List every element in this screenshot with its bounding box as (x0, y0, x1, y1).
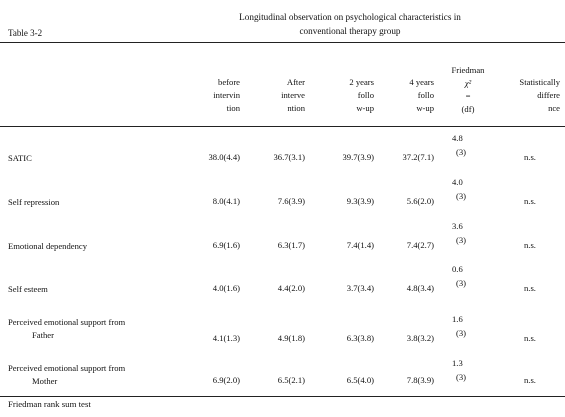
row-label: Perceived emotional support from Father (8, 316, 125, 342)
header-4-years-line-3: w-up (416, 103, 434, 113)
cell-4-years: 37.2(7.1) (402, 152, 434, 162)
cell-2-years: 6.3(3.8) (346, 333, 374, 343)
cell-df: (3) (456, 328, 467, 338)
cell-chi: 1.6 (452, 314, 463, 324)
cell-stat: n.s. (524, 333, 536, 343)
cell-before: 6.9(1.6) (212, 240, 240, 250)
bottom-rule (0, 396, 565, 397)
cell-before: 8.0(4.1) (212, 196, 240, 206)
header-2-years-line-1: 2 years (349, 77, 374, 87)
header-statistical-line-2: differe (537, 90, 560, 100)
cell-4-years: 7.4(2.7) (406, 240, 434, 250)
cell-df: (3) (456, 278, 467, 288)
cell-stat: n.s. (524, 240, 536, 250)
header-after-line-2: interve (281, 90, 305, 100)
header-after-line-3: ntion (287, 103, 305, 113)
header-after-line-1: After (286, 77, 305, 87)
header-4-years-line-2: follo (417, 90, 434, 100)
cell-friedman: 4.8 (3) (452, 131, 466, 159)
cell-4-years: 4.8(3.4) (406, 283, 434, 293)
header-friedman: Friedman χ² = (df) (442, 64, 494, 116)
row-label: SATIC (8, 153, 32, 163)
cell-chi: 1.3 (452, 358, 463, 368)
row-label: Self esteem (8, 284, 48, 294)
header-rule (0, 126, 565, 127)
cell-after: 7.6(3.9) (277, 196, 305, 206)
cell-after: 4.4(2.0) (277, 283, 305, 293)
header-4-years-line-1: 4 years (409, 77, 434, 87)
cell-before: 4.1(1.3) (212, 333, 240, 343)
header-2-years: 2 years follo w-up (320, 76, 374, 115)
header-statistical-line-1: Statistically (519, 77, 560, 87)
cell-chi: 4.8 (452, 133, 463, 143)
header-after: After interve ntion (255, 76, 305, 115)
cell-2-years: 39.7(3.9) (342, 152, 374, 162)
cell-4-years: 3.8(3.2) (406, 333, 434, 343)
cell-4-years: 7.8(3.9) (406, 375, 434, 385)
header-statistical: Statistically differe nce (496, 76, 560, 115)
cell-friedman: 0.6 (3) (452, 262, 466, 290)
cell-2-years: 3.7(3.4) (346, 283, 374, 293)
header-before: before intervin tion (190, 76, 240, 115)
header-before-line-3: tion (226, 103, 240, 113)
cell-stat: n.s. (524, 152, 536, 162)
cell-2-years: 9.3(3.9) (346, 196, 374, 206)
cell-friedman: 1.3 (3) (452, 356, 466, 384)
table-title: Longitudinal observation on psychologica… (200, 10, 500, 38)
header-friedman-equals: = (465, 91, 471, 101)
cell-chi: 0.6 (452, 264, 463, 274)
cell-friedman: 1.6 (3) (452, 312, 466, 340)
header-before-line-2: intervin (213, 90, 240, 100)
header-2-years-line-2: follo (357, 90, 374, 100)
header-friedman-df: (df) (461, 104, 475, 114)
header-statistical-line-3: nce (548, 103, 560, 113)
header-2-years-line-3: w-up (356, 103, 374, 113)
row-label-line-2: Father (32, 330, 54, 340)
row-label-line-1: Perceived emotional support from (8, 317, 126, 327)
cell-4-years: 5.6(2.0) (406, 196, 434, 206)
cell-before: 6.9(2.0) (212, 375, 240, 385)
row-label: Self repression (8, 197, 60, 207)
header-4-years: 4 years follo w-up (380, 76, 434, 115)
cell-chi: 3.6 (452, 221, 463, 231)
header-friedman-chi: χ² (464, 78, 472, 88)
cell-after: 4.9(1.8) (277, 333, 305, 343)
cell-df: (3) (456, 191, 467, 201)
cell-df: (3) (456, 235, 467, 245)
header-friedman-line-1: Friedman (451, 65, 485, 75)
cell-chi: 4.0 (452, 177, 463, 187)
cell-after: 36.7(3.1) (273, 152, 305, 162)
table-title-line-2: conventional therapy group (299, 26, 401, 36)
cell-before: 4.0(1.6) (212, 283, 240, 293)
cell-df: (3) (456, 147, 467, 157)
row-label-line-2: Mother (32, 376, 58, 386)
cell-friedman: 4.0 (3) (452, 175, 466, 203)
cell-df: (3) (456, 372, 467, 382)
footnote: Friedman rank sum test (8, 399, 91, 409)
cell-stat: n.s. (524, 375, 536, 385)
row-label: Perceived emotional support from Mother (8, 362, 125, 388)
cell-after: 6.5(2.1) (277, 375, 305, 385)
cell-2-years: 7.4(1.4) (346, 240, 374, 250)
row-label-line-1: Perceived emotional support from (8, 363, 126, 373)
cell-stat: n.s. (524, 196, 536, 206)
cell-2-years: 6.5(4.0) (346, 375, 374, 385)
table-title-line-1: Longitudinal observation on psychologica… (239, 12, 461, 22)
table-label: Table 3-2 (8, 28, 43, 38)
top-rule (0, 42, 565, 43)
cell-friedman: 3.6 (3) (452, 219, 466, 247)
cell-before: 38.0(4.4) (208, 152, 240, 162)
cell-stat: n.s. (524, 283, 536, 293)
cell-after: 6.3(1.7) (277, 240, 305, 250)
row-label: Emotional dependency (8, 241, 87, 251)
header-before-line-1: before (218, 77, 240, 87)
